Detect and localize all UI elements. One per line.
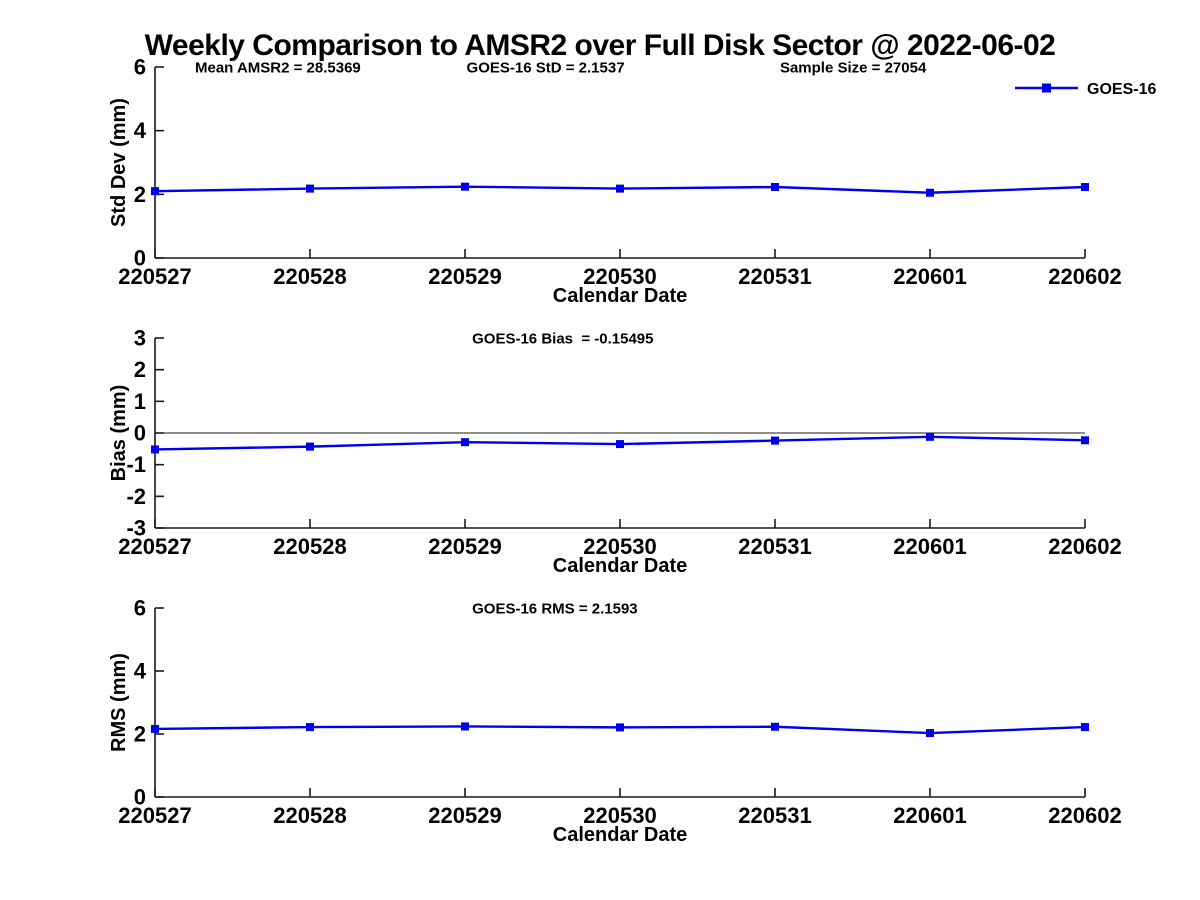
data-marker — [461, 722, 469, 731]
y-tick-label: 4 — [134, 118, 147, 143]
data-marker — [306, 442, 314, 451]
x-tick-label: 220527 — [118, 264, 191, 289]
data-marker — [306, 723, 314, 732]
stat-annotation: Sample Size = 27054 — [780, 60, 927, 77]
x-tick-label: 220602 — [1048, 803, 1121, 828]
x-tick-label: 220602 — [1048, 264, 1121, 289]
chart-std-dev: 0 2 4 6 220527 220528 220529 220530 220531 220601… — [108, 55, 1122, 308]
chart-bias: -3 -2 -1 0 1 2 3 220527 220528 220529 220530 220531… — [108, 326, 1122, 578]
x-tick-label: 220531 — [738, 264, 811, 289]
y-tick-label: 6 — [134, 55, 146, 80]
x-tick-label: 220601 — [893, 534, 966, 559]
x-tick-label: 220601 — [893, 264, 966, 289]
legend-marker-icon — [1042, 83, 1051, 93]
x-tick-label: 220529 — [428, 264, 501, 289]
y-tick-label: -3 — [126, 516, 146, 541]
y-tick-label: 3 — [134, 326, 146, 351]
data-marker — [616, 723, 624, 732]
data-marker — [771, 722, 779, 731]
data-marker — [926, 188, 934, 197]
y-tick-label: 0 — [134, 785, 146, 810]
y-tick-label: 0 — [134, 246, 146, 271]
data-marker — [306, 184, 314, 193]
data-marker — [926, 432, 934, 441]
stat-annotation: Mean AMSR2 = 28.5369 — [195, 60, 361, 77]
y-tick-label: 0 — [134, 421, 146, 446]
data-marker — [151, 445, 159, 454]
x-tick-label: 220530 — [583, 534, 656, 559]
x-tick-label: 220602 — [1048, 534, 1121, 559]
y-axis-title: Std Dev (mm) — [108, 98, 130, 227]
x-tick-label: 220531 — [738, 534, 811, 559]
y-tick-label: -2 — [126, 484, 146, 509]
stat-annotation: GOES-16 RMS = 2.1593 — [472, 601, 638, 618]
x-tick-label: 220528 — [273, 803, 346, 828]
x-tick-label: 220530 — [583, 803, 656, 828]
y-tick-label: 4 — [134, 659, 147, 684]
x-tick-label: 220601 — [893, 803, 966, 828]
stat-annotation: GOES-16 Bias = -0.15495 — [472, 331, 653, 348]
y-axis-title: RMS (mm) — [108, 653, 130, 752]
figure-title: Weekly Comparison to AMSR2 over Full Dis… — [144, 29, 1056, 62]
y-tick-label: 2 — [134, 182, 146, 207]
x-tick-label: 220528 — [273, 264, 346, 289]
data-marker — [616, 184, 624, 193]
data-marker — [771, 183, 779, 192]
legend: GOES-16 — [1015, 81, 1156, 98]
legend-label: GOES-16 — [1087, 81, 1156, 98]
x-tick-label: 220527 — [118, 534, 191, 559]
x-axis-title: Calendar Date — [553, 555, 688, 577]
x-tick-label: 220531 — [738, 803, 811, 828]
data-marker — [461, 182, 469, 191]
data-marker — [1081, 183, 1089, 192]
x-tick-label: 220529 — [428, 803, 501, 828]
data-marker — [1081, 436, 1089, 445]
y-tick-label: 6 — [134, 596, 146, 621]
data-marker — [616, 440, 624, 449]
data-marker — [1081, 723, 1089, 732]
y-tick-label: 2 — [134, 722, 146, 747]
y-tick-label: 2 — [134, 357, 146, 382]
x-tick-label: 220527 — [118, 803, 191, 828]
data-marker — [771, 436, 779, 445]
data-marker — [151, 724, 159, 733]
data-marker — [926, 729, 934, 738]
y-tick-label: -1 — [126, 452, 146, 477]
y-axis-title: Bias (mm) — [108, 385, 130, 482]
x-tick-label: 220530 — [583, 264, 656, 289]
x-tick-label: 220529 — [428, 534, 501, 559]
stat-annotation: GOES-16 StD = 2.1537 — [467, 60, 625, 77]
y-tick-label: 1 — [134, 389, 146, 414]
x-axis-title: Calendar Date — [553, 285, 688, 307]
chart-rms: 0 2 4 6 220527 220528 220529 220530 220531 220601… — [108, 596, 1122, 847]
data-marker — [461, 438, 469, 447]
x-axis-title: Calendar Date — [553, 824, 688, 846]
x-tick-label: 220528 — [273, 534, 346, 559]
data-marker — [151, 187, 159, 196]
